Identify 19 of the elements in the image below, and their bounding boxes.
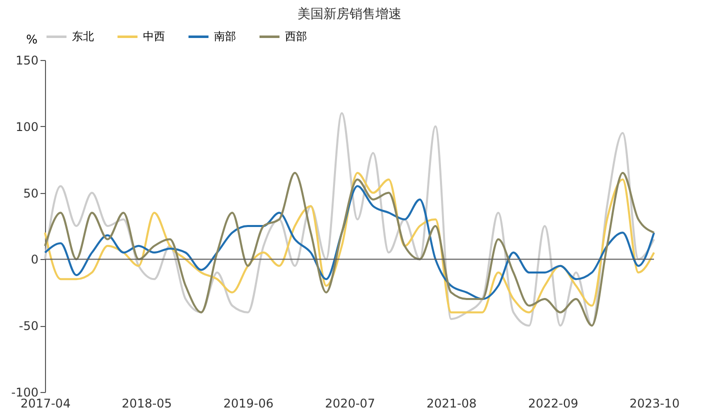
x-tick-label: 2019-06 xyxy=(223,396,274,410)
x-tick-label: 2020-07 xyxy=(324,396,376,410)
legend-label: 南部 xyxy=(214,30,236,43)
x-tick-label: 2023-10 xyxy=(629,396,680,410)
legend-label: 东北 xyxy=(72,30,94,43)
y-tick-label: 150 xyxy=(16,54,38,68)
y-axis-title: % xyxy=(26,32,38,46)
chart-title: 美国新房销售增速 xyxy=(298,6,402,22)
y-tick-label: 50 xyxy=(23,186,38,200)
y-tick-label: 0 xyxy=(30,252,38,267)
legend-label: 西部 xyxy=(285,30,307,43)
x-tick-label: 2022-09 xyxy=(528,396,578,410)
y-tick-label: -100 xyxy=(11,386,38,400)
x-tick-label: 2017-04 xyxy=(20,396,71,410)
x-tick-label: 2018-05 xyxy=(122,396,172,410)
x-tick-label: 2021-08 xyxy=(426,396,477,410)
y-tick-label: -50 xyxy=(18,319,38,334)
legend-label: 中西 xyxy=(143,30,165,43)
y-tick-label: 100 xyxy=(16,120,38,134)
